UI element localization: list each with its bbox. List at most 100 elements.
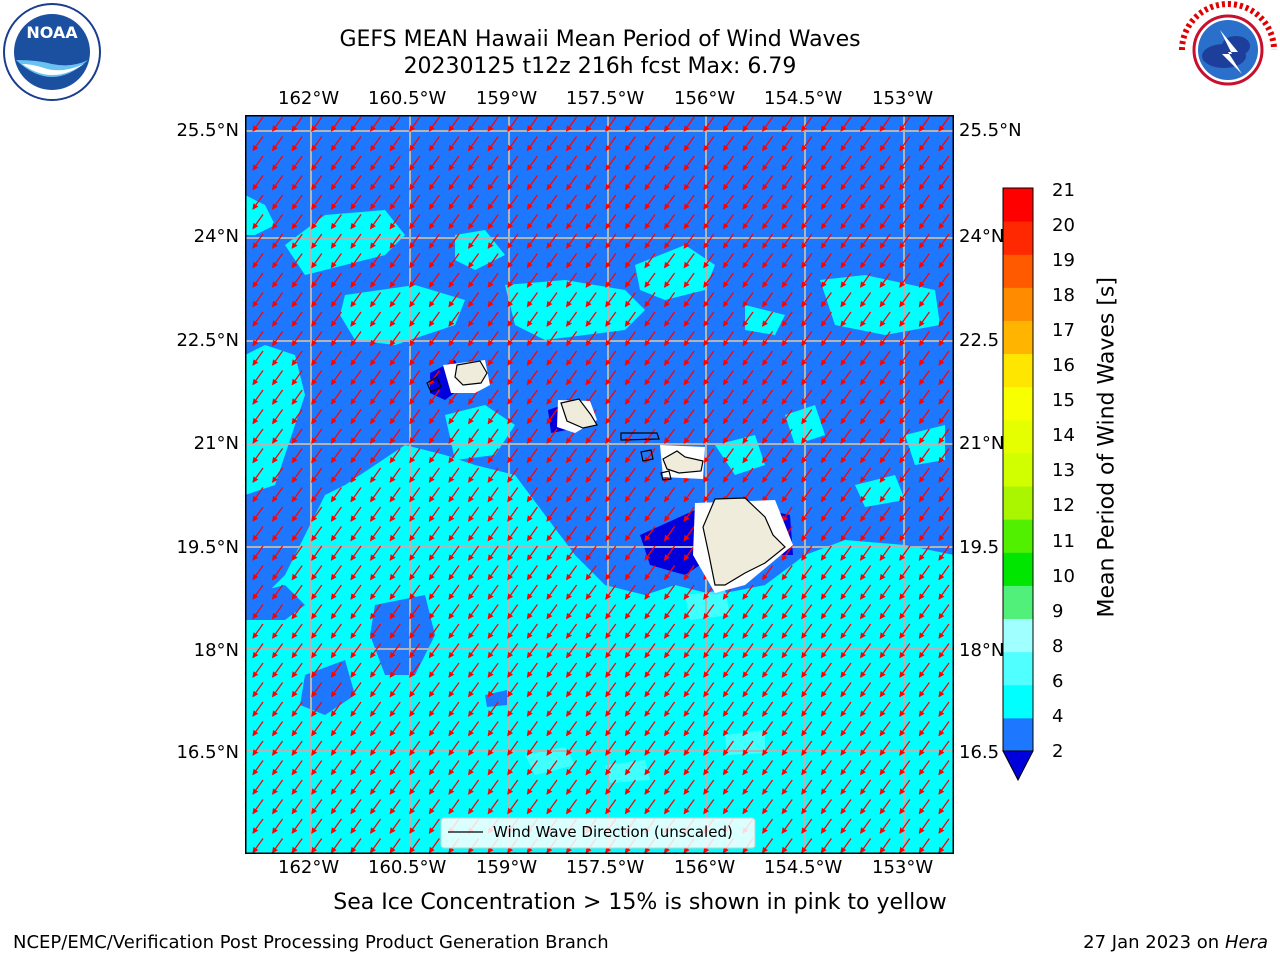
wind-wave-arrow bbox=[428, 331, 440, 347]
wind-wave-arrow bbox=[448, 409, 460, 425]
wind-wave-arrow bbox=[820, 253, 832, 269]
wind-wave-arrow bbox=[448, 272, 460, 288]
wind-wave-arrow bbox=[526, 292, 538, 308]
wind-wave-arrow bbox=[742, 604, 754, 620]
lat-tick-right: 16.5 bbox=[959, 742, 1000, 763]
wind-wave-arrow bbox=[664, 565, 676, 581]
wind-wave-arrow bbox=[860, 584, 872, 600]
wind-wave-arrow bbox=[624, 389, 636, 405]
wind-wave-arrow bbox=[389, 331, 401, 347]
wind-wave-arrow bbox=[664, 604, 676, 620]
wind-wave-arrow bbox=[644, 292, 656, 308]
wind-wave-arrow bbox=[820, 389, 832, 405]
wind-wave-arrow bbox=[448, 233, 460, 249]
wind-wave-arrow bbox=[252, 292, 264, 308]
wind-wave-arrow bbox=[624, 292, 636, 308]
wind-wave-arrow bbox=[664, 214, 676, 230]
wind-wave-arrow bbox=[566, 604, 578, 620]
wind-wave-arrow bbox=[918, 545, 930, 561]
wind-wave-arrow bbox=[526, 350, 538, 366]
wind-wave-arrow bbox=[742, 155, 754, 171]
wind-wave-arrow bbox=[272, 253, 284, 269]
wind-wave-arrow bbox=[468, 311, 480, 327]
wind-wave-arrow bbox=[605, 565, 617, 581]
wind-wave-arrow bbox=[487, 331, 499, 347]
colorbar-tick: 14 bbox=[1052, 425, 1075, 446]
wind-wave-arrow bbox=[291, 292, 303, 308]
wind-wave-arrow bbox=[389, 389, 401, 405]
wind-wave-arrow bbox=[350, 545, 362, 561]
wind-wave-arrow bbox=[585, 526, 597, 542]
wind-wave-arrow bbox=[526, 409, 538, 425]
wind-wave-arrow bbox=[507, 253, 519, 269]
wind-wave-arrow bbox=[605, 604, 617, 620]
wind-wave-arrow bbox=[370, 467, 382, 483]
wind-wave-arrow bbox=[722, 428, 734, 444]
wind-wave-arrow bbox=[291, 604, 303, 620]
wind-wave-arrow bbox=[762, 487, 774, 503]
wind-wave-arrow bbox=[840, 175, 852, 191]
wind-wave-arrow bbox=[487, 584, 499, 600]
wind-wave-arrow bbox=[840, 155, 852, 171]
wind-wave-arrow bbox=[507, 233, 519, 249]
wind-wave-arrow bbox=[860, 604, 872, 620]
lon-tick-top: 160.5°W bbox=[368, 88, 447, 109]
wind-wave-arrow bbox=[781, 604, 793, 620]
wind-wave-arrow bbox=[330, 194, 342, 210]
wind-wave-arrow bbox=[605, 175, 617, 191]
colorbar-swatch bbox=[1003, 618, 1033, 653]
wind-wave-arrow bbox=[448, 584, 460, 600]
lat-tick-left: 16.5°N bbox=[176, 742, 239, 763]
wind-wave-arrow bbox=[742, 331, 754, 347]
wind-wave-arrow bbox=[624, 350, 636, 366]
wind-wave-arrow bbox=[938, 487, 950, 503]
wind-wave-arrow bbox=[370, 565, 382, 581]
wind-wave-arrow bbox=[762, 350, 774, 366]
wind-wave-arrow bbox=[428, 389, 440, 405]
wind-wave-arrow bbox=[899, 604, 911, 620]
wind-wave-arrow bbox=[272, 214, 284, 230]
wind-wave-arrow bbox=[762, 565, 774, 581]
run-date-text: 27 Jan 2023 on bbox=[1083, 932, 1225, 953]
wind-wave-arrow bbox=[585, 565, 597, 581]
wind-wave-arrow bbox=[605, 370, 617, 386]
wind-wave-arrow bbox=[448, 623, 460, 639]
wind-wave-arrow bbox=[624, 545, 636, 561]
wind-wave-arrow bbox=[252, 467, 264, 483]
wind-wave-arrow bbox=[546, 253, 558, 269]
wind-wave-arrow bbox=[683, 292, 695, 308]
wind-wave-arrow bbox=[879, 292, 891, 308]
wind-wave-arrow bbox=[624, 565, 636, 581]
wind-wave-arrow bbox=[644, 467, 656, 483]
wind-wave-arrow bbox=[330, 350, 342, 366]
wind-wave-arrow bbox=[938, 136, 950, 152]
wind-wave-arrow bbox=[801, 155, 813, 171]
wind-wave-arrow bbox=[566, 350, 578, 366]
wind-wave-arrow bbox=[742, 253, 754, 269]
branch-credit: NCEP/EMC/Verification Post Processing Pr… bbox=[13, 932, 609, 953]
wind-wave-arrow bbox=[311, 292, 323, 308]
wind-wave-arrow bbox=[840, 253, 852, 269]
wind-wave-arrow bbox=[507, 428, 519, 444]
wind-wave-arrow bbox=[252, 116, 264, 132]
wind-wave-arrow bbox=[448, 506, 460, 522]
wind-wave-arrow bbox=[703, 623, 715, 639]
wind-wave-arrow bbox=[272, 623, 284, 639]
wind-wave-arrow bbox=[918, 467, 930, 483]
wind-wave-arrow bbox=[330, 604, 342, 620]
wind-wave-arrow bbox=[624, 623, 636, 639]
wind-wave-arrow bbox=[722, 409, 734, 425]
lon-tick-bottom: 160.5°W bbox=[368, 857, 447, 878]
wind-wave-arrow bbox=[585, 623, 597, 639]
wind-wave-arrow bbox=[801, 233, 813, 249]
wind-wave-arrow bbox=[781, 389, 793, 405]
wind-wave-arrow bbox=[389, 155, 401, 171]
wind-wave-arrow bbox=[546, 623, 558, 639]
wind-wave-arrow bbox=[448, 467, 460, 483]
colorbar-swatch bbox=[1003, 287, 1033, 321]
wind-wave-arrow bbox=[742, 623, 754, 639]
wind-wave-arrow bbox=[820, 584, 832, 600]
lat-tick-right: 18°N bbox=[959, 640, 1005, 661]
wind-wave-arrow bbox=[370, 233, 382, 249]
wind-wave-arrow bbox=[722, 175, 734, 191]
